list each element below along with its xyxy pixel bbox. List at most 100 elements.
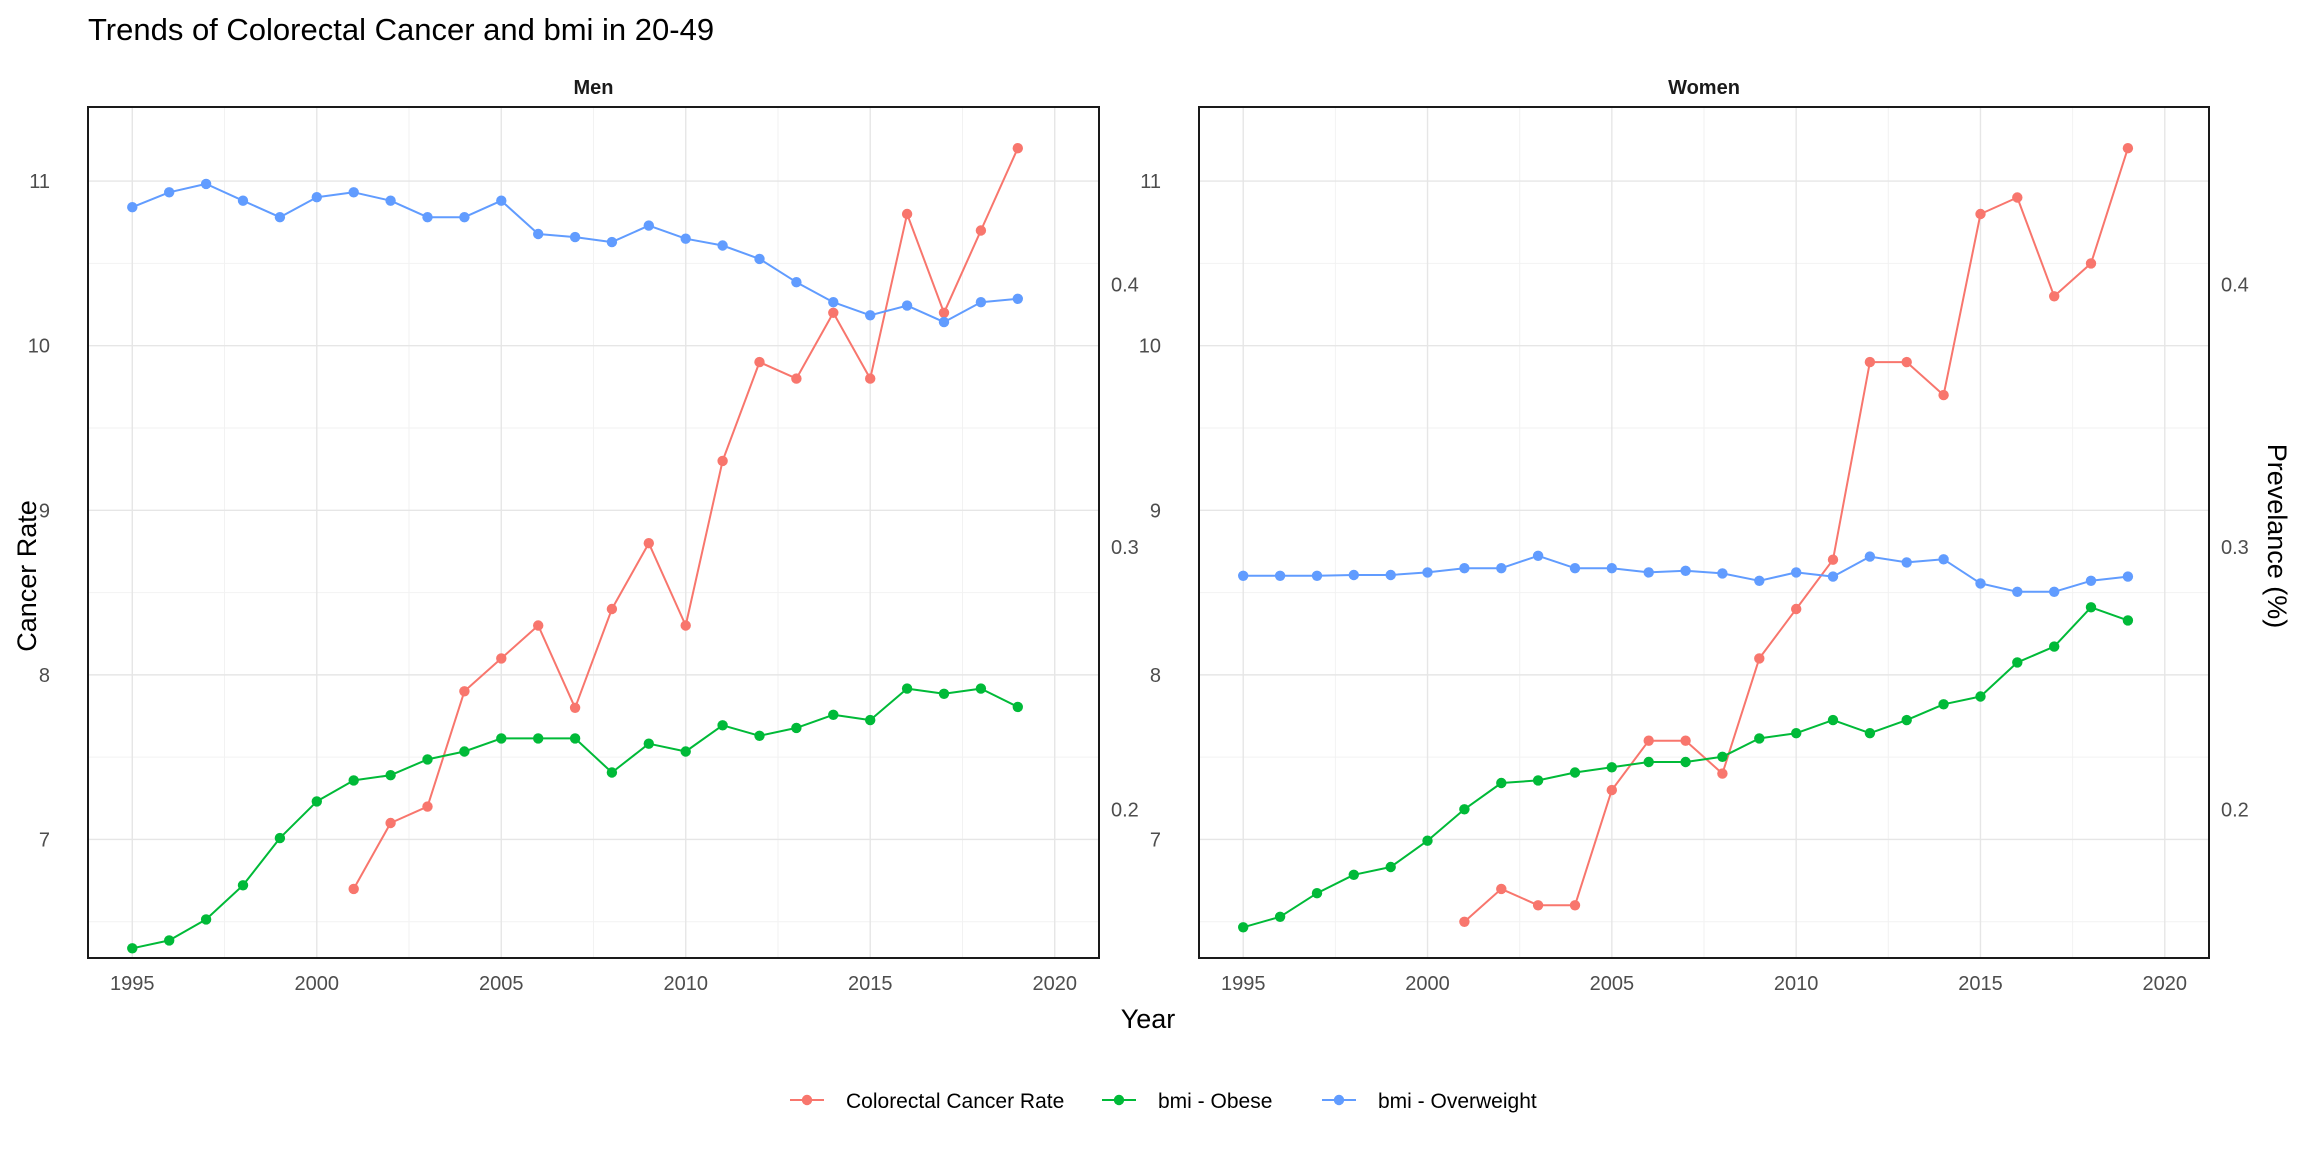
data-point-bmi-overweight (533, 228, 544, 240)
data-point-bmi-obese (422, 754, 433, 765)
data-point-bmi-obese (975, 683, 987, 694)
data-point-bmi-overweight (791, 277, 802, 288)
data-point-colorectal-cancer-rate (1754, 653, 1765, 664)
data-point-colorectal-cancer-rate (754, 356, 765, 368)
data-point-bmi-obese (643, 738, 654, 749)
y-axis-left-title: Cancer Rate (12, 500, 42, 652)
y-left-tick-label: 7 (1150, 829, 1161, 851)
data-point-colorectal-cancer-rate (1717, 768, 1728, 779)
data-point-bmi-obese (311, 796, 322, 807)
data-point-colorectal-cancer-rate (1643, 735, 1654, 746)
panel-border (87, 106, 1100, 959)
data-point-bmi-overweight (1496, 563, 1507, 574)
data-point-bmi-obese (1348, 869, 1360, 880)
y-left-tick-label: 9 (39, 500, 50, 522)
data-point-bmi-obese (1385, 861, 1396, 873)
y-left-tick-label: 11 (29, 171, 50, 193)
data-point-colorectal-cancer-rate (901, 208, 913, 220)
data-point-colorectal-cancer-rate (2085, 258, 2097, 269)
data-point-bmi-overweight (1643, 567, 1654, 578)
data-point-colorectal-cancer-rate (791, 373, 802, 384)
data-point-colorectal-cancer-rate (865, 373, 876, 384)
data-point-bmi-overweight (1569, 563, 1581, 574)
data-point-bmi-overweight (1311, 570, 1323, 581)
data-point-bmi-obese (237, 880, 249, 891)
data-point-bmi-overweight (1459, 563, 1470, 574)
data-point-colorectal-cancer-rate (938, 307, 950, 318)
y-left-tick-label: 11 (1140, 171, 1161, 193)
data-point-bmi-obese (865, 714, 876, 726)
data-point-bmi-obese (496, 733, 507, 744)
data-point-bmi-overweight (717, 240, 728, 251)
data-point-bmi-overweight (1422, 567, 1433, 578)
data-point-colorectal-cancer-rate (1012, 143, 1023, 154)
y-left-tick-label: 9 (1150, 500, 1161, 522)
legend-key-point (1113, 1094, 1125, 1106)
data-point-bmi-overweight (200, 178, 212, 190)
data-point-bmi-overweight (274, 212, 286, 223)
data-point-bmi-obese (1938, 699, 1949, 710)
data-point-bmi-obese (717, 720, 728, 731)
data-point-bmi-obese (1012, 701, 1023, 713)
y-right-tick-label: 0.4 (2221, 275, 2249, 297)
data-point-bmi-obese (606, 767, 618, 778)
data-point-bmi-obese (1827, 714, 1839, 726)
chart-title: Trends of Colorectal Cancer and bmi in 2… (88, 12, 714, 47)
x-tick-label: 2010 (663, 973, 708, 995)
data-point-bmi-overweight (975, 297, 987, 308)
data-point-bmi-overweight (680, 233, 691, 244)
data-point-bmi-obese (1975, 691, 1986, 702)
data-point-bmi-overweight (1754, 575, 1765, 586)
panels: Men 1995 2000 2005 2010 2015 2020 7 8 9 10 11 0.2 0.3… (28, 77, 2249, 995)
data-point-colorectal-cancer-rate (569, 702, 581, 713)
data-point-colorectal-cancer-rate (828, 307, 839, 318)
data-point-bmi-overweight (164, 187, 175, 198)
data-point-bmi-overweight (1348, 569, 1360, 581)
y-right-tick-label: 0.2 (1111, 799, 1139, 821)
data-point-colorectal-cancer-rate (1459, 916, 1470, 927)
data-point-colorectal-cancer-rate (385, 817, 396, 829)
series-line-bmi-obese (1242, 606, 2129, 929)
data-point-bmi-obese (348, 775, 359, 786)
data-point-colorectal-cancer-rate (643, 538, 654, 549)
data-point-bmi-overweight (459, 212, 470, 223)
data-point-colorectal-cancer-rate (2012, 192, 2023, 203)
data-point-colorectal-cancer-rate (1606, 784, 1618, 796)
data-point-bmi-overweight (1680, 565, 1691, 576)
legend-key-point (801, 1094, 813, 1106)
data-point-colorectal-cancer-rate (2049, 291, 2060, 302)
data-point-bmi-obese (754, 730, 765, 741)
data-point-colorectal-cancer-rate (1827, 554, 1839, 565)
data-point-bmi-obese (1569, 767, 1581, 778)
data-point-bmi-obese (1532, 775, 1544, 786)
data-point-bmi-obese (2085, 602, 2097, 613)
y-left-tick-label: 7 (39, 829, 50, 851)
legend-label: bmi - Overweight (1378, 1090, 1537, 1113)
data-point-bmi-overweight (385, 195, 396, 206)
legend: Colorectal Cancer Rate bmi - Obese bmi - O… (790, 1090, 1537, 1113)
data-point-bmi-obese (828, 709, 839, 720)
y-right-tick-label: 0.2 (2221, 799, 2249, 821)
data-point-colorectal-cancer-rate (1496, 883, 1507, 895)
series-group (1238, 143, 2134, 933)
data-point-bmi-obese (1606, 762, 1618, 773)
data-point-bmi-overweight (2085, 575, 2097, 586)
data-point-bmi-overweight (1791, 567, 1802, 578)
data-point-bmi-obese (1238, 922, 1249, 933)
data-point-bmi-overweight (901, 300, 913, 311)
data-point-bmi-obese (680, 746, 691, 757)
data-point-bmi-overweight (1385, 569, 1396, 581)
data-point-bmi-obese (1717, 751, 1728, 762)
data-point-bmi-overweight (348, 187, 359, 198)
y-left-tick-label: 10 (28, 336, 50, 358)
data-point-bmi-obese (1422, 835, 1433, 846)
data-point-bmi-overweight (754, 253, 765, 265)
x-tick-label: 1995 (110, 973, 155, 995)
data-point-bmi-obese (533, 733, 544, 744)
y-right-tick-label: 0.4 (1111, 275, 1139, 297)
data-point-bmi-obese (1643, 756, 1654, 768)
data-point-colorectal-cancer-rate (1532, 900, 1544, 911)
data-point-bmi-overweight (938, 316, 950, 328)
data-point-bmi-overweight (1012, 293, 1023, 304)
